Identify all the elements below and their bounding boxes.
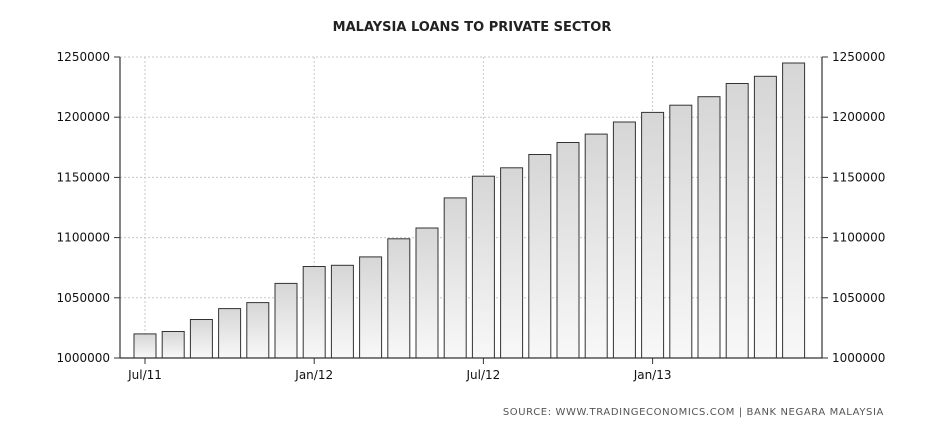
bar [443,197,467,359]
x-tick-label: Jan/13 [633,368,672,382]
bar [246,302,270,359]
bar [669,104,693,359]
y-tick-label-left: 1050000 [57,291,110,305]
x-axis: Jul/11 Jan/12 Jul/12 Jan/13 [127,358,672,382]
y-tick-label-right: 1150000 [832,170,885,184]
bar [612,121,636,359]
bar [387,238,411,359]
bar [697,96,721,359]
axes [119,57,823,359]
bar [415,227,439,359]
x-tick-label: Jul/12 [466,368,501,382]
y-axis-left: 1000000 1050000 1100000 1150000 1200000 12500… [57,50,120,365]
bar [725,83,749,359]
y-tick-label-right: 1200000 [832,110,885,124]
bar [274,282,298,359]
y-tick-label-right: 1050000 [832,291,885,305]
y-tick-label-left: 1200000 [57,110,110,124]
y-tick-label-left: 1250000 [57,50,110,64]
bars [133,62,806,359]
y-tick-label-right: 1250000 [832,50,885,64]
bar [556,142,580,359]
bar [218,308,242,359]
x-tick-label: Jan/12 [294,368,333,382]
y-tick-label-left: 1100000 [57,231,110,245]
bar [302,266,326,359]
y-axis-right: 1000000 1050000 1100000 1150000 1200000 12500… [822,50,885,365]
source-note: SOURCE: WWW.TRADINGECONOMICS.COM | BANK … [503,407,884,418]
bar [161,331,185,359]
bar [584,133,608,359]
x-tick-label: Jul/11 [127,368,162,382]
chart-title: MALAYSIA LOANS TO PRIVATE SECTOR [333,20,612,35]
y-tick-label-left: 1000000 [57,351,110,365]
bar [500,167,524,359]
bar [133,333,157,359]
y-tick-label-right: 1100000 [832,231,885,245]
bar [753,75,777,359]
bar [782,62,806,359]
bar [471,175,495,359]
bar [359,256,383,359]
bar [641,111,665,359]
bar [189,319,213,359]
bar [528,154,552,359]
bar [330,264,354,359]
y-tick-label-right: 1000000 [832,351,885,365]
y-tick-label-left: 1150000 [57,170,110,184]
